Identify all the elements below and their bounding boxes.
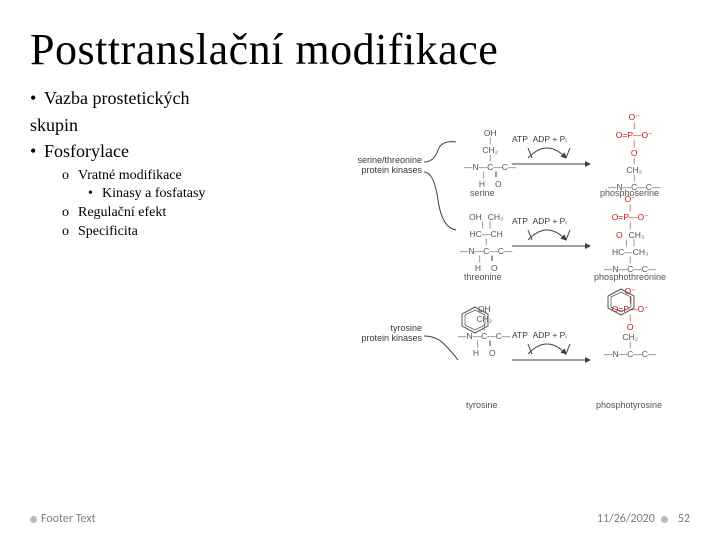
bullet-text: Vazba prostetických [44,88,189,108]
mol-tyrosine: OH CH₂ | —N—C—C— |‖ HO [458,304,510,358]
bullet-level1-cont: skupin [30,114,280,137]
footer-left: Footer Text [30,512,96,526]
footer-right: 11/26/2020 52 [597,512,690,526]
bullet-level2: oRegulační efekt [30,204,280,223]
atp-label: ATP ADP + Pᵢ [512,330,567,340]
bullet-text: Regulační efekt [78,205,166,220]
slide: Posttranslační modifikace •Vazba prostet… [0,0,720,540]
label-phosphotyrosine: phosphotyrosine [596,400,662,410]
slide-title: Posttranslační modifikace [30,24,690,75]
bullet-level1: •Fosforylace [30,140,280,163]
bullet-text: Fosforylace [44,141,129,161]
label-phosphothreonine: phosphothreonine [594,272,666,282]
mol-phosphotyrosine: O⁻ | O=P—O⁻ | O CH₂ | —N—C—C— [604,286,656,359]
phosphorylation-diagram: serine/threonine protein kinases tyrosin… [352,128,694,438]
bullet-level2: oVratné modifikace [30,167,280,186]
footer-page: 52 [678,512,690,526]
mol-phosphoserine: O⁻ | O=P—O⁻ | O | CH₂ | —N—C—C— [608,112,660,192]
atp-label: ATP ADP + Pᵢ [512,216,567,226]
footer: Footer Text 11/26/2020 52 [30,512,690,526]
bullet-level3: •Kinasy a fosfatasy [30,185,280,204]
mol-threonine: OHCH₃ | | HC—CH | —N—C—C— |‖ HO [460,212,512,273]
mol-serine: OH | CH₂ | —N—C—C— |‖ HO [464,128,516,189]
atp-label: ATP ADP + Pᵢ [512,134,567,144]
label-tyrosine: tyrosine [466,400,498,410]
label-serine: serine [470,188,495,198]
bullet-icon [30,516,37,523]
bullet-text: Specificita [78,224,138,239]
mol-phosphothreonine: O⁻ | O=P—O⁻ | OCH₃ | | HC—CH₃ | —N—C—C— [604,194,656,274]
bullet-level2: oSpecificita [30,223,280,242]
label-threonine: threonine [464,272,502,282]
footer-text: Footer Text [41,512,96,526]
footer-date: 11/26/2020 [597,512,655,526]
bullet-text: Vratné modifikace [78,168,182,183]
bullet-list: •Vazba prostetických skupin •Fosforylace… [30,87,280,242]
bullet-text: skupin [30,115,78,135]
bullet-level1: •Vazba prostetických [30,87,280,110]
bullet-text: Kinasy a fosfatasy [102,186,205,201]
bullet-icon [661,516,668,523]
